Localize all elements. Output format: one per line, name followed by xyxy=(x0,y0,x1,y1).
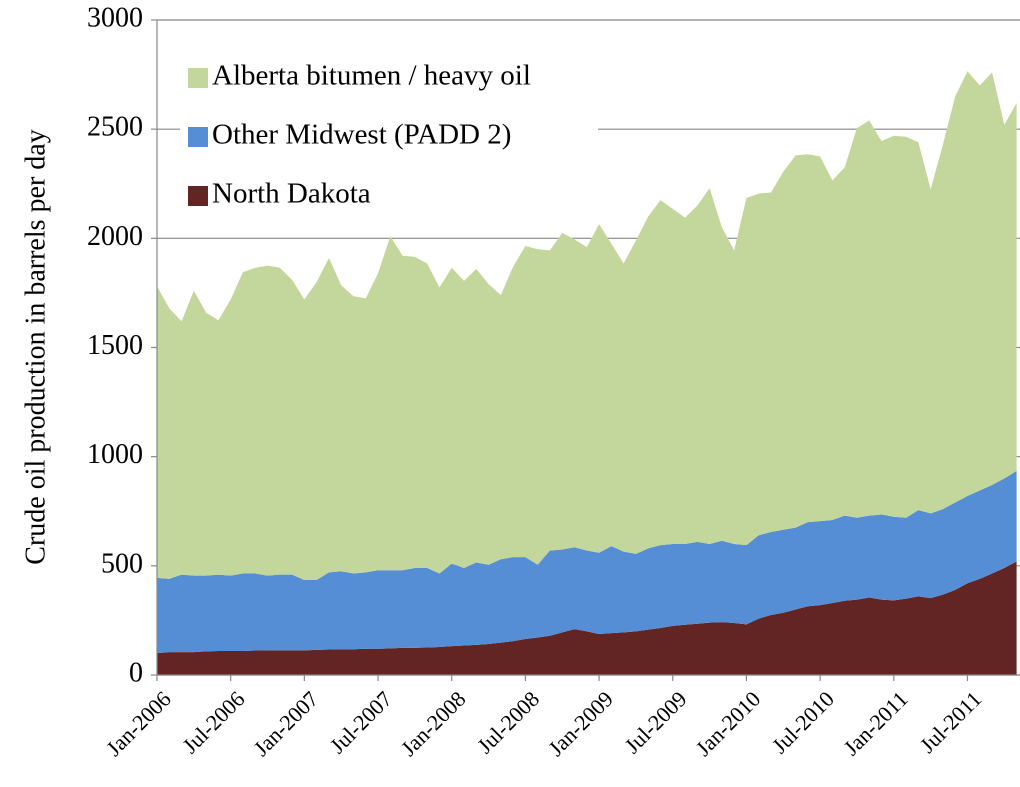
area xyxy=(157,561,1017,675)
x-tick-label: Jan-2008 xyxy=(396,686,471,761)
area xyxy=(157,71,1017,581)
x-tick-label: Jan-2010 xyxy=(691,686,766,761)
legend-swatch xyxy=(188,127,208,147)
y-tick-label: 3000 xyxy=(87,2,143,33)
x-tick-label: Jan-2011 xyxy=(839,686,913,760)
legend-label: North Dakota xyxy=(212,178,371,210)
x-tick-label: Jul-2008 xyxy=(472,686,544,758)
x-tick-label: Jan-2006 xyxy=(101,686,176,761)
y-tick-label: 1000 xyxy=(87,439,143,470)
y-tick-label: 500 xyxy=(101,548,143,579)
legend-swatch xyxy=(188,186,208,206)
legend-background xyxy=(180,52,598,224)
x-tick-label: Jul-2006 xyxy=(177,686,249,758)
y-tick-label: 1500 xyxy=(87,330,143,361)
x-tick-label: Jul-2007 xyxy=(325,686,397,758)
x-tick-label: Jul-2011 xyxy=(915,686,987,758)
x-tick-label: Jan-2007 xyxy=(248,686,323,761)
y-tick-label: 2000 xyxy=(87,221,143,252)
y-axis-label: Crude oil production in barrels per day xyxy=(20,129,51,564)
legend-label: Other Midwest (PADD 2) xyxy=(212,119,511,151)
x-tick-label: Jan-2009 xyxy=(543,686,618,761)
y-tick-label: 0 xyxy=(129,657,143,688)
legend: Alberta bitumen / heavy oil Other Midwest… xyxy=(180,52,598,224)
legend-swatch xyxy=(188,68,208,88)
y-tick-label: 2500 xyxy=(87,112,143,143)
area xyxy=(157,470,1017,654)
legend-label: Alberta bitumen / heavy oil xyxy=(212,60,531,92)
x-tick-label: Jul-2009 xyxy=(619,686,691,758)
x-tick-label: Jul-2010 xyxy=(767,686,839,758)
areas xyxy=(157,71,1017,675)
